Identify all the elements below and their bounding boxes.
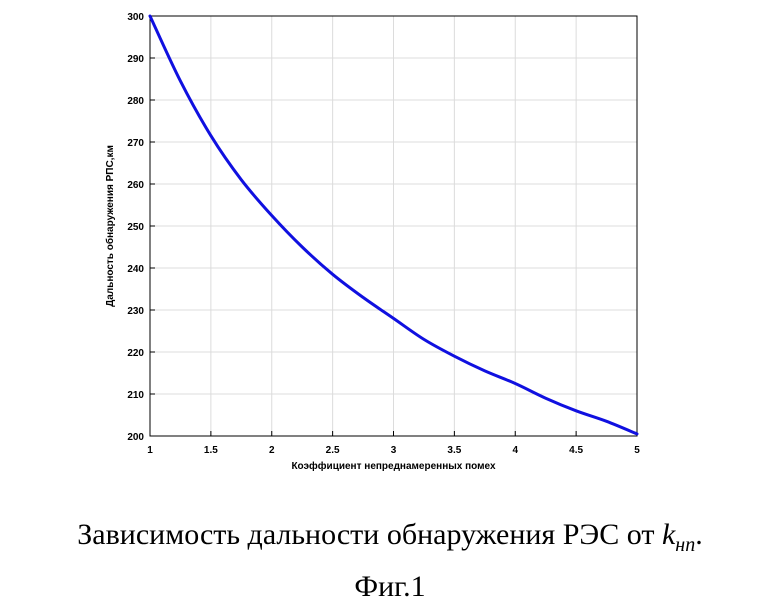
x-tick-label: 2.5 bbox=[326, 445, 340, 456]
y-tick-label: 270 bbox=[127, 138, 144, 149]
y-tick-label: 230 bbox=[127, 306, 144, 317]
caption-subscript: нп bbox=[675, 534, 695, 556]
x-tick-label: 3 bbox=[391, 445, 397, 456]
figure-label: Фиг.1 bbox=[0, 570, 780, 604]
x-tick-label: 5 bbox=[634, 445, 640, 456]
figure-caption: Зависимость дальности обнаружения РЭС от… bbox=[0, 518, 780, 557]
y-tick-label: 260 bbox=[127, 180, 144, 191]
x-tick-label: 4 bbox=[512, 445, 518, 456]
y-tick-label: 250 bbox=[127, 222, 144, 233]
chart: 1 1.5 2 2.5 3 3.5 4 4.5 5 200 210 220 230 240 250 260 27… bbox=[0, 0, 780, 500]
y-axis-title: Дальность обнаружения РПС,км bbox=[104, 145, 116, 307]
y-tick-label: 200 bbox=[127, 432, 144, 443]
grid bbox=[150, 16, 637, 436]
y-tick-label: 240 bbox=[127, 264, 144, 275]
x-axis-title: Коэффициент непреднамеренных помех bbox=[291, 460, 496, 472]
caption-variable: k bbox=[662, 518, 675, 551]
x-tick-label: 4.5 bbox=[569, 445, 583, 456]
ticks: 1 1.5 2 2.5 3 3.5 4 4.5 5 200 210 220 230 240 250 260 27… bbox=[127, 12, 640, 456]
y-tick-label: 280 bbox=[127, 96, 144, 107]
x-tick-label: 2 bbox=[269, 445, 275, 456]
caption-period: . bbox=[695, 518, 703, 551]
x-tick-label: 1 bbox=[147, 445, 153, 456]
y-tick-label: 220 bbox=[127, 348, 144, 359]
caption-text: Зависимость дальности обнаружения РЭС от bbox=[77, 518, 662, 551]
x-tick-label: 1.5 bbox=[204, 445, 218, 456]
y-tick-label: 290 bbox=[127, 54, 144, 65]
x-tick-label: 3.5 bbox=[447, 445, 461, 456]
y-tick-label: 300 bbox=[127, 12, 144, 23]
y-tick-label: 210 bbox=[127, 390, 144, 401]
